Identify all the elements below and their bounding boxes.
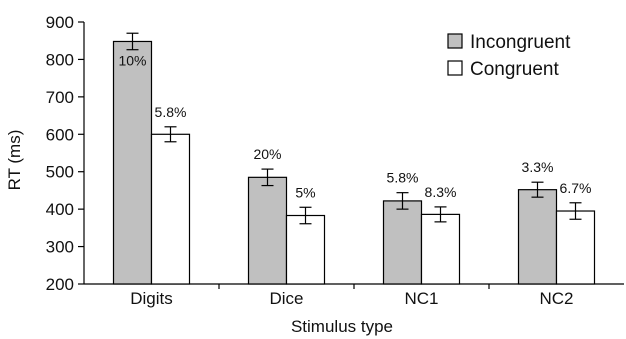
y-tick-label: 300 [46, 238, 74, 257]
x-tick-label: NC2 [539, 289, 573, 308]
x-tick-label: Dice [269, 289, 303, 308]
data-label: 20% [253, 146, 281, 162]
y-axis-title: RT (ms) [5, 130, 24, 191]
y-tick-label: 700 [46, 88, 74, 107]
bars [112, 40, 596, 285]
data-labels: 10% 20% 5.8% 3.3% 5.8% 5% 8.3% 6.7% [118, 53, 591, 201]
bar [112, 40, 153, 285]
y-tick-label: 500 [46, 163, 74, 182]
y-tick-label: 800 [46, 50, 74, 69]
x-tick-label: NC1 [404, 289, 438, 308]
data-label: 10% [118, 53, 146, 69]
legend-swatch [447, 33, 463, 49]
bar [382, 200, 423, 285]
bar [517, 189, 558, 285]
axes: 200 300 400 500 600 700 800 900 Digits Dice NC1 NC2 [46, 13, 624, 308]
y-tick-label: 400 [46, 200, 74, 219]
x-axis-title: Stimulus type [291, 317, 393, 336]
data-label: 8.3% [425, 184, 457, 200]
x-tick-label: Digits [130, 289, 173, 308]
y-tick-label: 200 [46, 275, 74, 294]
legend-swatch [447, 60, 463, 76]
bar [150, 133, 191, 285]
data-label: 5.8% [155, 104, 187, 120]
error-bars [126, 32, 582, 225]
y-tick-label: 900 [46, 13, 74, 32]
data-label: 6.7% [560, 180, 592, 196]
data-label: 3.3% [522, 159, 554, 175]
legend-label: Congruent [470, 59, 559, 80]
bar [247, 176, 288, 285]
legend-label: Incongruent [470, 32, 571, 53]
legend: Incongruent Congruent [447, 32, 571, 80]
data-label: 5.8% [387, 170, 419, 186]
data-label: 5% [295, 184, 315, 200]
y-tick-label: 600 [46, 125, 74, 144]
bar [420, 213, 461, 285]
bar [555, 210, 596, 285]
bar [285, 214, 326, 285]
